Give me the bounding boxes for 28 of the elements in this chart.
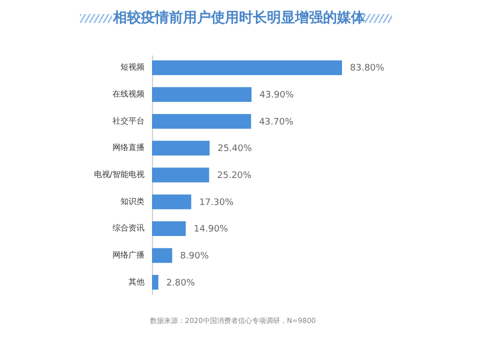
bar — [152, 114, 252, 129]
bar — [152, 274, 158, 290]
y-tick-label: 电视/智能电视 — [94, 170, 144, 179]
data-label: 8.90% — [180, 251, 210, 262]
y-tick-label: 社交平台 — [112, 116, 144, 126]
data-label: 25.40% — [218, 144, 252, 154]
y-tick-label: 综合资讯 — [112, 224, 144, 233]
y-tick-label: 网络广播 — [112, 250, 144, 260]
y-tick-label: 短视频 — [120, 62, 144, 72]
chart-title: 相较疫情前用户使用时长明显增强的媒体 — [112, 9, 366, 27]
bar — [152, 168, 210, 182]
data-label: 43.70% — [259, 117, 294, 128]
data-label: 43.90% — [260, 90, 294, 101]
data-label: 25.20% — [217, 171, 252, 181]
y-tick-label: 知识类 — [120, 196, 144, 206]
data-label: 83.80% — [350, 64, 385, 74]
data-label: 17.30% — [199, 198, 234, 208]
y-tick-label: 在线视频 — [112, 90, 144, 99]
bar — [152, 194, 192, 210]
data-label: 14.90% — [194, 224, 229, 235]
data-label: 2.80% — [166, 278, 196, 288]
bar — [152, 248, 172, 263]
bar — [152, 87, 252, 102]
bar — [152, 221, 186, 236]
y-tick-label: 其他 — [128, 277, 144, 286]
bar — [152, 140, 210, 156]
bar — [152, 60, 342, 76]
y-tick-label: 网络直播 — [112, 143, 144, 152]
